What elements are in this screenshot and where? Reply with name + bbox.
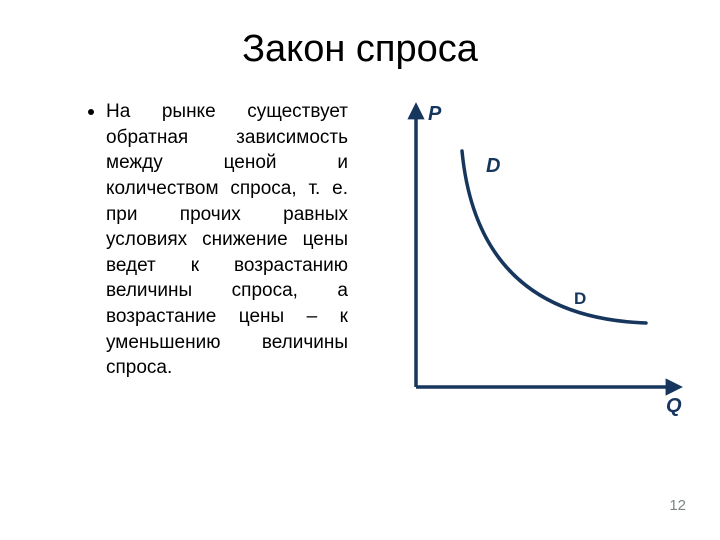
chart-svg — [388, 99, 688, 419]
demand-chart: P D D Q — [388, 99, 688, 439]
page-title: Закон спроса — [0, 0, 720, 71]
body-text: На рынке существует обратная зависимость… — [106, 99, 348, 381]
bullet-item: На рынке существует обратная зависимость… — [88, 99, 348, 381]
bullet-icon — [88, 109, 94, 115]
curve-label-mid: D — [574, 289, 586, 309]
text-column: На рынке существует обратная зависимость… — [88, 99, 348, 439]
content-row: На рынке существует обратная зависимость… — [0, 99, 720, 439]
y-axis-label: P — [428, 103, 441, 126]
page-number: 12 — [669, 497, 686, 514]
curve-label-top: D — [486, 155, 500, 178]
x-axis-label: Q — [666, 395, 682, 418]
